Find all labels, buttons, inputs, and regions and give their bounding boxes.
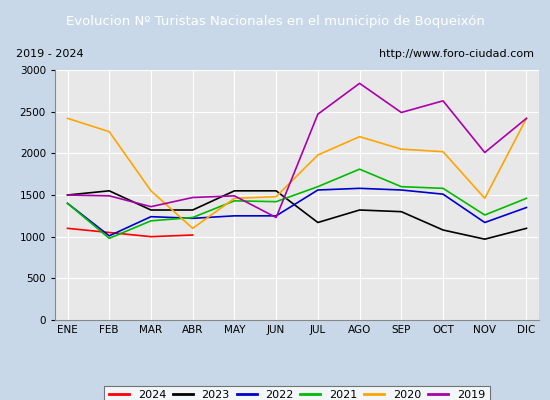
Text: Evolucion Nº Turistas Nacionales en el municipio de Boqueixón: Evolucion Nº Turistas Nacionales en el m… (65, 14, 485, 28)
Text: http://www.foro-ciudad.com: http://www.foro-ciudad.com (379, 49, 534, 59)
Legend: 2024, 2023, 2022, 2021, 2020, 2019: 2024, 2023, 2022, 2021, 2020, 2019 (104, 386, 490, 400)
Text: 2019 - 2024: 2019 - 2024 (16, 49, 84, 59)
